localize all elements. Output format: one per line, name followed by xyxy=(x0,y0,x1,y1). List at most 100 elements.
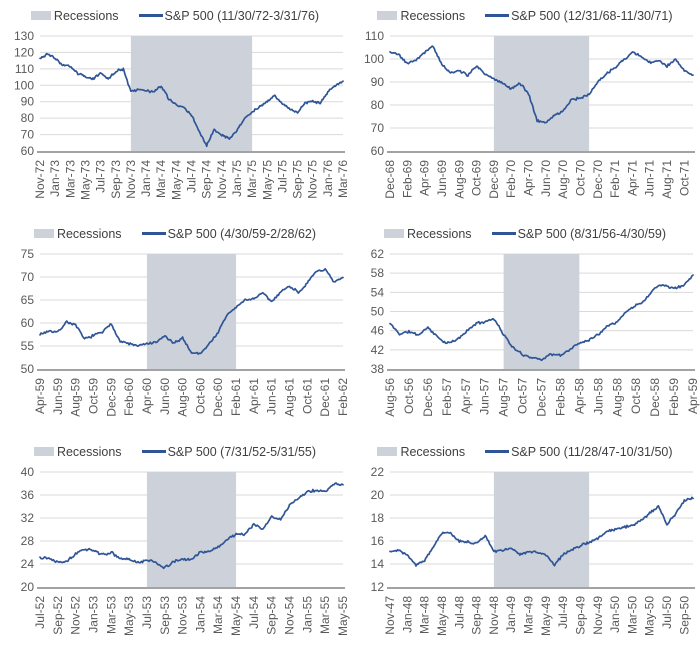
svg-text:Jul-54: Jul-54 xyxy=(247,596,261,629)
svg-text:46: 46 xyxy=(371,324,385,338)
svg-text:Aug-59: Aug-59 xyxy=(69,378,83,417)
svg-text:Jul-52: Jul-52 xyxy=(33,596,47,629)
svg-text:Apr-58: Apr-58 xyxy=(572,378,586,414)
svg-text:Feb-69: Feb-69 xyxy=(400,160,414,198)
series-line-swatch xyxy=(141,232,166,235)
series-line-swatch xyxy=(485,14,510,17)
svg-text:May-49: May-49 xyxy=(539,596,553,636)
svg-text:Jan-53: Jan-53 xyxy=(86,596,100,633)
svg-text:50: 50 xyxy=(371,305,385,319)
sp500-line-chart: 38 42 46 50 54 58 62 Aug-56 Oct-56 Dec-56 Feb-57 Ap… xyxy=(371,247,700,417)
chart-panel-1969-recession: Recessions S&P 500 (12/31/68-11/30/71) 6… xyxy=(350,0,700,218)
svg-text:Nov-54: Nov-54 xyxy=(283,596,297,635)
recessions-label: Recessions xyxy=(400,8,466,23)
recessions-swatch xyxy=(383,229,404,238)
svg-text:Nov-48: Nov-48 xyxy=(487,596,501,635)
series-label: S&P 500 (8/31/56-4/30/59) xyxy=(517,226,667,241)
svg-text:75: 75 xyxy=(21,247,35,261)
svg-text:Oct-59: Oct-59 xyxy=(86,378,100,414)
svg-text:Sep-50: Sep-50 xyxy=(677,596,691,635)
svg-text:Jan-48: Jan-48 xyxy=(400,596,414,633)
svg-text:May-73: May-73 xyxy=(78,160,92,200)
svg-text:110: 110 xyxy=(365,29,384,43)
svg-text:Aug-70: Aug-70 xyxy=(556,160,570,199)
svg-text:Mar-50: Mar-50 xyxy=(625,596,639,634)
chart-legend: Recessions S&P 500 (11/30/72-3/31/76) xyxy=(0,5,350,26)
recessions-label: Recessions xyxy=(56,226,122,241)
chart-panel-1953-recession: Recessions S&P 500 (7/31/52-5/31/55) 20 2… xyxy=(0,436,350,654)
series-label: S&P 500 (4/30/59-2/28/62) xyxy=(167,226,317,241)
svg-text:Apr-57: Apr-57 xyxy=(459,378,473,414)
svg-text:Jul-74: Jul-74 xyxy=(185,160,199,193)
svg-text:Aug-69: Aug-69 xyxy=(452,160,466,199)
recessions-swatch xyxy=(33,447,54,456)
svg-text:32: 32 xyxy=(21,511,35,525)
svg-text:Jun-71: Jun-71 xyxy=(643,160,657,197)
svg-text:Apr-69: Apr-69 xyxy=(418,160,432,196)
recessions-label: Recessions xyxy=(400,444,466,459)
svg-text:Jul-53: Jul-53 xyxy=(140,596,154,629)
recessions-label: Recessions xyxy=(53,8,119,23)
sp500-line-chart: 50 55 60 65 70 75 Apr-59 Jun-59 Aug-59 Oct-59 Dec-… xyxy=(21,247,350,417)
svg-text:Dec-61: Dec-61 xyxy=(318,378,332,417)
svg-text:70: 70 xyxy=(371,121,385,135)
svg-text:Sep-52: Sep-52 xyxy=(51,596,65,635)
svg-text:Nov-52: Nov-52 xyxy=(69,596,83,635)
svg-text:60: 60 xyxy=(21,144,35,158)
svg-text:Jan-75: Jan-75 xyxy=(230,160,244,197)
svg-text:Mar-74: Mar-74 xyxy=(154,160,168,198)
svg-text:80: 80 xyxy=(21,111,35,125)
svg-text:120: 120 xyxy=(14,45,34,59)
svg-text:Aug-58: Aug-58 xyxy=(610,378,624,417)
svg-text:Oct-70: Oct-70 xyxy=(573,160,587,196)
svg-text:Sep-48: Sep-48 xyxy=(470,596,484,635)
recessions-label: Recessions xyxy=(56,444,122,459)
svg-text:Mar-73: Mar-73 xyxy=(63,160,77,198)
svg-text:90: 90 xyxy=(21,95,35,109)
chart-legend: Recessions S&P 500 (12/31/68-11/30/71) xyxy=(350,5,700,26)
series-label: S&P 500 (7/31/52-5/31/55) xyxy=(167,444,317,459)
svg-text:Oct-71: Oct-71 xyxy=(677,160,691,196)
svg-text:14: 14 xyxy=(371,557,385,571)
svg-text:Sep-54: Sep-54 xyxy=(265,596,279,635)
svg-text:Dec-70: Dec-70 xyxy=(591,160,605,199)
svg-text:Dec-59: Dec-59 xyxy=(104,378,118,417)
svg-text:Jun-59: Jun-59 xyxy=(51,378,65,415)
svg-text:Nov-73: Nov-73 xyxy=(124,160,138,199)
svg-text:Mar-55: Mar-55 xyxy=(318,596,332,634)
svg-text:Oct-60: Oct-60 xyxy=(193,378,207,414)
svg-text:Oct-56: Oct-56 xyxy=(402,378,416,414)
svg-text:Jan-74: Jan-74 xyxy=(139,160,153,197)
svg-text:Oct-61: Oct-61 xyxy=(300,378,314,414)
svg-text:Dec-58: Dec-58 xyxy=(648,378,662,417)
svg-text:16: 16 xyxy=(371,534,385,548)
svg-text:38: 38 xyxy=(371,362,385,376)
svg-text:65: 65 xyxy=(21,293,35,307)
svg-text:Jan-73: Jan-73 xyxy=(48,160,62,197)
svg-text:Dec-60: Dec-60 xyxy=(211,378,225,417)
svg-text:12: 12 xyxy=(371,580,385,594)
svg-text:Nov-72: Nov-72 xyxy=(33,160,47,199)
svg-text:Mar-49: Mar-49 xyxy=(522,596,536,634)
chart-panel-1960-recession: Recessions S&P 500 (4/30/59-2/28/62) 50 5… xyxy=(0,218,350,436)
svg-text:Jul-73: Jul-73 xyxy=(94,160,108,193)
svg-text:Nov-75: Nov-75 xyxy=(306,160,320,199)
svg-text:Feb-60: Feb-60 xyxy=(122,378,136,416)
series-line-swatch xyxy=(141,450,166,453)
svg-text:Jan-49: Jan-49 xyxy=(504,596,518,633)
svg-text:Oct-58: Oct-58 xyxy=(629,378,643,414)
svg-text:58: 58 xyxy=(371,266,385,280)
svg-text:Sep-49: Sep-49 xyxy=(573,596,587,635)
svg-text:Feb-57: Feb-57 xyxy=(440,378,454,416)
series-label: S&P 500 (11/30/72-3/31/76) xyxy=(164,8,320,23)
svg-text:May-74: May-74 xyxy=(169,160,183,200)
sp500-line-chart: 20 24 28 32 36 40 Jul-52 Sep-52 Nov-52 Jan-53 Mar-… xyxy=(21,465,350,636)
svg-text:36: 36 xyxy=(21,488,35,502)
svg-text:Mar-76: Mar-76 xyxy=(336,160,350,198)
svg-text:Oct-69: Oct-69 xyxy=(470,160,484,196)
svg-text:Jan-55: Jan-55 xyxy=(300,596,314,633)
svg-text:18: 18 xyxy=(371,511,385,525)
chart-legend: Recessions S&P 500 (11/28/47-10/31/50) xyxy=(350,441,700,462)
svg-text:May-50: May-50 xyxy=(643,596,657,636)
